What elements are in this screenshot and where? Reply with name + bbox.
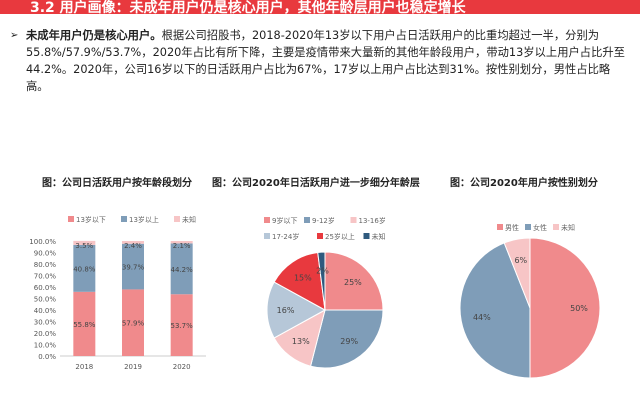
slice-label: 16% <box>277 306 295 315</box>
summary-body: 根据公司招股书，2018-2020年13岁以下用户占日活跃用户的比重均超过一半，… <box>26 29 625 93</box>
bar-segment <box>122 241 144 244</box>
legend-label: 9岁以下 <box>272 216 297 225</box>
chart1-title: 图：公司日活跃用户按年龄段划分 <box>42 178 192 189</box>
y-tick-label: 60.0% <box>34 284 57 292</box>
y-tick-label: 80.0% <box>34 261 57 269</box>
chart2-title: 图：公司2020年日活跃用户进一步细分年龄层 <box>212 178 420 189</box>
legend-swatch <box>68 216 74 222</box>
pie-slice <box>266 281 327 339</box>
y-tick-label: 20.0% <box>34 330 57 338</box>
y-tick-label: 10.0% <box>34 342 57 350</box>
bar-segment <box>73 244 96 292</box>
data-label: 2.1% <box>173 242 191 250</box>
section-title: 3.2 用户画像：未成年用户仍是核心用户，其他年龄层用户也稳定增长 <box>30 0 466 16</box>
bar-segment <box>170 241 193 244</box>
age-detail-pie-chart: 9岁以下 9-12岁 13-16岁 17-24岁 25岁以上 未知 25% 29% 13% 16%… <box>264 216 386 369</box>
data-label: 40.8% <box>73 265 96 273</box>
slice-label: 50% <box>570 304 588 313</box>
summary-text: 未成年用户仍是核心用户。根据公司招股书，2018-2020年13岁以下用户占日活… <box>26 27 632 95</box>
pie-slice <box>309 309 384 369</box>
bar-segment <box>73 240 96 245</box>
legend-swatch <box>121 216 127 222</box>
bullet-arrow-icon: ➢ <box>10 30 19 41</box>
legend-swatch <box>304 217 310 223</box>
pie-slice <box>324 251 384 311</box>
bar-segment <box>73 291 96 356</box>
legend-swatch <box>525 224 531 230</box>
legend-swatch <box>350 217 357 223</box>
y-tick-label: 100.0% <box>29 238 56 246</box>
legend-label: 未知 <box>182 215 196 224</box>
pie-slice <box>317 251 326 311</box>
legend-swatch <box>363 233 370 239</box>
slice-label: 15% <box>294 273 312 282</box>
legend-label: 未知 <box>561 223 575 232</box>
slice-label: 13% <box>292 337 310 346</box>
y-tick-label: 50.0% <box>34 296 57 304</box>
summary-lead: 未成年用户仍是核心用户。 <box>26 29 162 42</box>
legend-label: 未知 <box>372 232 386 241</box>
x-tick-label: 2019 <box>124 363 142 371</box>
legend-label: 25岁以上 <box>325 232 355 241</box>
pie-slice <box>503 237 531 309</box>
bar-segment <box>122 243 144 290</box>
legend-swatch <box>264 217 270 223</box>
bar-segment <box>170 243 193 295</box>
y-tick-label: 30.0% <box>34 319 57 327</box>
y-tick-label: 0.0% <box>38 353 56 361</box>
summary-paragraph: ➢ 未成年用户仍是核心用户。根据公司招股书，2018-2020年13岁以下用户占… <box>10 27 632 95</box>
page-footer <box>30 412 610 416</box>
x-tick-label: 2020 <box>173 363 191 371</box>
legend-swatch <box>264 233 270 239</box>
data-label: 53.7% <box>171 322 194 330</box>
slice-label: 25% <box>344 278 362 287</box>
slice-label: 6% <box>514 256 527 265</box>
bar-segment <box>170 294 193 356</box>
legend-label: 13岁以上 <box>129 215 159 224</box>
data-label: 55.8% <box>73 321 96 329</box>
chart3-title: 图：公司2020年用户按性别划分 <box>450 178 598 189</box>
pie-slice <box>273 251 326 311</box>
legend-label: 13岁以下 <box>76 215 106 224</box>
section-header: 3.2 用户画像：未成年用户仍是核心用户，其他年龄层用户也稳定增长 <box>0 0 640 16</box>
slice-label: 2% <box>316 267 329 276</box>
slice-label: 29% <box>340 337 358 346</box>
legend-swatch <box>174 216 180 222</box>
legend-swatch <box>317 233 323 239</box>
age-bar-chart: 13岁以下 13岁以上 未知 0.0% 10.0% 20.0% 30.0% 40.0% 50.0… <box>29 215 206 371</box>
pie-slice <box>459 242 531 379</box>
x-tick-label: 2018 <box>75 363 93 371</box>
legend-label: 男性 <box>505 223 519 232</box>
y-tick-label: 70.0% <box>34 273 57 281</box>
legend-label: 13-16岁 <box>359 216 386 225</box>
y-tick-label: 90.0% <box>34 250 57 258</box>
gender-pie-chart: 男性 女性 未知 50% 44% 6% <box>459 223 601 379</box>
legend-label: 17-24岁 <box>272 232 299 241</box>
data-label: 39.7% <box>122 264 145 272</box>
data-label: 57.9% <box>122 320 145 328</box>
legend-swatch <box>553 224 559 230</box>
legend-label: 9-12岁 <box>312 216 335 225</box>
legend-swatch <box>497 224 503 230</box>
bar-segment <box>122 289 144 356</box>
data-label: 2.4% <box>124 242 142 250</box>
legend-label: 女性 <box>533 223 547 232</box>
data-label: 3.5% <box>75 242 93 250</box>
slice-label: 44% <box>473 313 491 322</box>
y-tick-label: 40.0% <box>34 307 57 315</box>
pie-slice <box>529 237 601 379</box>
data-label: 44.2% <box>171 266 194 274</box>
